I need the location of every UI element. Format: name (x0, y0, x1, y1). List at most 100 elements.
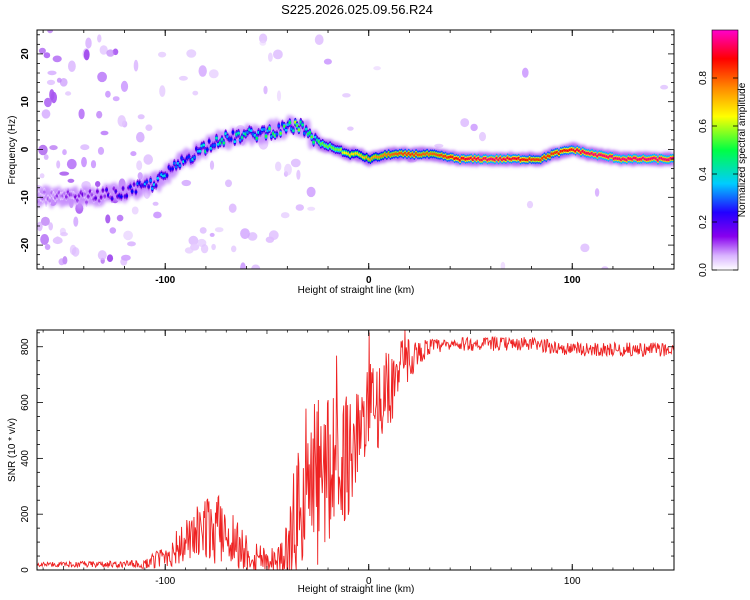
colorbar-frame (711, 29, 739, 271)
snr-ylabel: SNR (10 * v/v) (7, 418, 18, 482)
spectrogram-ridge-cell (303, 131, 306, 135)
spectrogram-ridge-cell (130, 190, 134, 193)
spectrogram-ytick-label: -20 (20, 237, 31, 252)
colorbar-label: Normalized spectral amplitude (737, 82, 748, 217)
spectrogram-noise-blob (39, 173, 45, 179)
spectrogram-noise-blob (199, 227, 207, 234)
spectrogram-noise-blob (251, 264, 261, 269)
spectrogram-noise-blob (100, 130, 109, 136)
spectrogram-ridge-cell (262, 127, 266, 131)
spectrogram-noise-blob (153, 211, 162, 219)
spectrogram-ridge-cell (149, 179, 153, 182)
spectrogram-ridge-cell (255, 136, 259, 140)
spectrogram-noise-blob (323, 58, 332, 65)
spectrogram-noise-blob (47, 30, 53, 34)
spectrogram-noise-blob (121, 254, 131, 261)
spectrogram-ridge-cell (193, 156, 196, 159)
snr-ytick-label: 600 (20, 394, 31, 411)
spectrogram-noise-blob (275, 161, 282, 172)
spectrogram-noise-blob (228, 203, 237, 213)
spectrogram-noise-blob (131, 206, 139, 215)
spectrogram-ridge-cell (288, 121, 292, 124)
spectrogram-ridge-cell (275, 132, 279, 136)
spectrogram-ridge-cell (154, 184, 158, 188)
spectrogram-ridge-cell (198, 149, 202, 153)
spectrogram-noise-blob (208, 69, 219, 79)
spectrogram-ridge-cell (187, 155, 191, 159)
spectrogram-noise-blob (40, 216, 50, 226)
spectrogram-noise-blob (280, 212, 290, 219)
spectrogram-noise-blob (97, 146, 105, 155)
spectrogram-noise-blob (268, 52, 273, 62)
spectrogram-noise-blob (130, 151, 137, 157)
spectrogram-noise-blob (306, 186, 316, 198)
spectrogram-noise-blob (43, 154, 49, 160)
spectrogram-noise-blob (105, 214, 111, 224)
spectrogram-noise-blob (214, 227, 224, 233)
figure-title: S225.2026.025.09.56.R24 (281, 2, 433, 17)
spectrogram-ridge-cell (205, 148, 209, 151)
spectrogram-ridge-cell (310, 135, 314, 139)
spectrogram-noise-blob (500, 261, 506, 269)
spectrogram-noise-blob (137, 114, 145, 120)
spectrogram-noise-blob (198, 65, 207, 77)
snr-series-line (37, 330, 674, 570)
spectrogram-ridge-cell (97, 199, 101, 203)
spectrogram-noise-blob (265, 236, 275, 243)
spectrogram-noise-blob (81, 156, 87, 168)
spectrogram-noise-blob (295, 204, 304, 211)
spectrogram-ridge-cell (240, 136, 244, 139)
spectrogram-noise-blob (273, 49, 283, 60)
spectrogram-noise-blob (97, 34, 102, 43)
spectrogram-ridge-cell (213, 143, 217, 147)
spectrogram-noise-blob (460, 118, 470, 128)
spectrogram-noise-blob (68, 60, 76, 72)
colorbar-ticks: 0.0 0.2 0.4 0.6 0.8 (698, 71, 738, 277)
spectrogram-ridge-cell (312, 140, 315, 144)
spectrogram-ridge-cell (297, 128, 301, 132)
spectrogram-ridge-cell (125, 194, 129, 198)
spectrogram-ridge-cell (237, 131, 240, 135)
colorbar-tick-label: 0.6 (698, 119, 709, 133)
spectrogram-ridge-cell (282, 124, 286, 128)
spectrogram-noise-blob (263, 85, 268, 95)
spectrogram-ridge-cell (132, 182, 136, 186)
snr-ytick-label: 0 (20, 567, 31, 573)
spectrogram-noise-blob (46, 79, 56, 86)
spectrogram-ridge-cell (151, 187, 154, 190)
spectrogram-ridge-cell (165, 174, 169, 177)
spectrogram-noise-blob (127, 241, 136, 247)
spectrogram-noise-blob (48, 222, 53, 231)
spectrogram-ridge-cell (284, 128, 288, 132)
snr-frame (36, 329, 675, 571)
spectrogram-noise-blob (41, 109, 51, 119)
colorbar-tick-label: 0.0 (698, 263, 709, 277)
snr-xtick-label: 0 (366, 576, 372, 587)
spectrogram-ridge-cell (145, 180, 149, 184)
spectrogram-noise-blob (40, 234, 49, 245)
spectrogram-noise-blob (470, 123, 478, 132)
spectrogram-ridge-cell (103, 194, 107, 198)
spectrogram-ridge-cell (101, 188, 105, 192)
spectrogram-noise-blob (314, 34, 324, 45)
spectrogram-ridge-cell (202, 143, 206, 147)
spectrogram-noise-blob (231, 245, 237, 253)
spectrogram-noise-blob (95, 181, 101, 187)
spectrogram-ridge-cell (180, 156, 184, 160)
spectrogram-noise-blob (83, 49, 90, 61)
spectrogram-noise-blob (73, 216, 79, 227)
spectrogram-ridge-cell (215, 136, 218, 140)
spectrogram-noise-blob (44, 244, 51, 250)
spectrogram-noise-blob (225, 179, 232, 188)
spectrogram-noise-blob (190, 243, 200, 251)
spectrogram-ridge-cell (304, 127, 308, 131)
spectrogram-xtick-label: -100 (155, 275, 175, 286)
spectrogram-noise-blob (137, 172, 143, 180)
spectrogram-noise-blob (434, 143, 444, 148)
spectrogram-noise-blob (296, 169, 301, 180)
spectrogram-ridge-cell (174, 165, 178, 169)
spectrogram-noise-blob (37, 221, 43, 232)
spectrogram-noise-blob (120, 80, 129, 92)
spectrogram-ridge-cell (171, 167, 174, 171)
